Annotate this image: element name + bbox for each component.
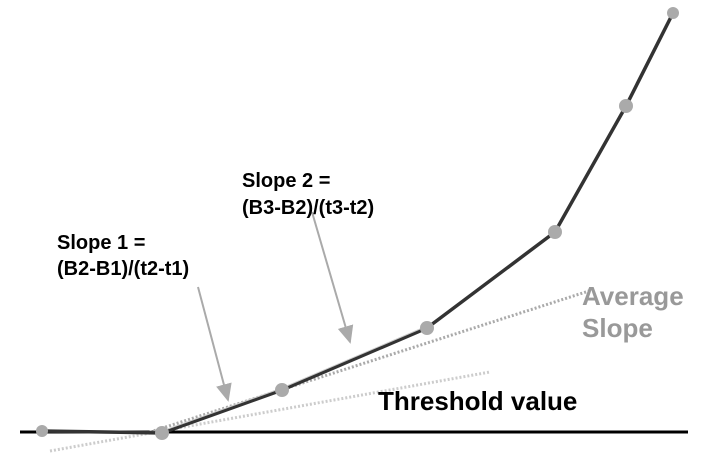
curve: [41, 12, 675, 435]
point: [619, 99, 633, 113]
label: (B3-B2)/(t3-t2): [242, 197, 374, 219]
point: [548, 225, 562, 239]
label: Slope 1 =: [57, 232, 145, 254]
point: [420, 321, 434, 335]
point: [275, 383, 289, 397]
label: Slope 2 =: [242, 170, 330, 192]
point: [36, 425, 48, 437]
label: Threshold value: [378, 386, 577, 416]
label: (B2-B1)/(t2-t1): [57, 258, 189, 280]
points: [36, 7, 679, 440]
average-slope-line: [149, 288, 593, 434]
label: Average: [582, 281, 684, 311]
point: [155, 426, 169, 440]
threshold-line: [49, 370, 491, 453]
label: Slope: [582, 313, 653, 343]
arrow: [197, 286, 232, 402]
arrow: [311, 211, 354, 344]
point: [667, 7, 679, 19]
